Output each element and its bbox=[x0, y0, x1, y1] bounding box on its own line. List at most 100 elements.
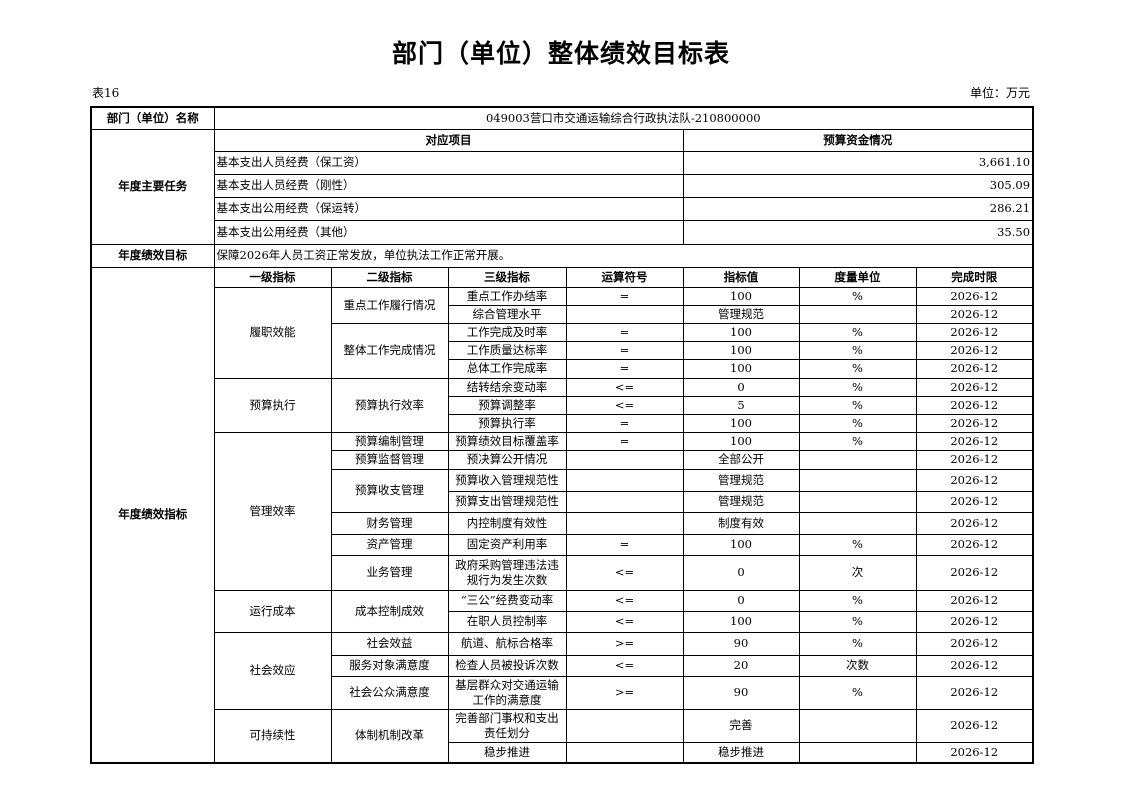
table-row: 管理效率 预算编制管理 预算绩效目标覆盖率 = 100% 2026-12 bbox=[91, 431, 1034, 591]
task-amount: 305.09 bbox=[682, 173, 1034, 198]
cell-level3: 政府采购管理违法违规行为发生次数 bbox=[447, 554, 567, 591]
cell-level3: 航道、航标合格率 bbox=[447, 631, 567, 656]
cell-deadline: 2026-12 bbox=[915, 554, 1034, 591]
cell-value: 100 bbox=[682, 340, 800, 360]
tasks-item-header: 对应项目 bbox=[213, 128, 684, 152]
cell-deadline: 2026-12 bbox=[915, 631, 1034, 656]
task-amount: 3,661.10 bbox=[682, 150, 1034, 175]
table-row: 预算收支管理 预算收入管理规范性管理规范 2026-12 bbox=[91, 468, 1034, 513]
task-item: 基本支出公用经费（保运转） bbox=[213, 196, 684, 221]
cell-value: 100 bbox=[682, 431, 800, 451]
cell-deadline: 2026-12 bbox=[915, 449, 1034, 470]
cell-level3: “三公”经费变动率 bbox=[447, 589, 567, 612]
cell-value: 100 bbox=[682, 533, 800, 556]
cell-operator: <= bbox=[565, 395, 684, 415]
cell-value: 100 bbox=[682, 322, 800, 342]
cell-level3: 在职人员控制率 bbox=[447, 610, 567, 633]
cell-level1: 运行成本 bbox=[213, 589, 332, 633]
cell-value: 100 bbox=[682, 610, 800, 633]
cell-operator: >= bbox=[565, 675, 684, 710]
dept-label: 部门（单位）名称 bbox=[90, 106, 215, 130]
table-row: 运行成本 成本控制成效 “三公”经费变动率 <= 0% 2026-12 bbox=[91, 589, 1034, 633]
task-amount: 286.21 bbox=[682, 196, 1034, 221]
cell-unit: % bbox=[798, 377, 917, 397]
cell-deadline: 2026-12 bbox=[915, 377, 1034, 397]
cell-level3: 工作完成及时率 bbox=[447, 322, 567, 342]
cell-value: 100 bbox=[682, 413, 800, 433]
cell-deadline: 2026-12 bbox=[915, 468, 1034, 492]
cell-deadline: 2026-12 bbox=[915, 358, 1034, 379]
cell-operator bbox=[565, 511, 684, 535]
cell-level3: 检查人员被投诉次数 bbox=[447, 654, 567, 677]
tasks-label: 年度主要任务 bbox=[90, 128, 215, 245]
cell-unit bbox=[798, 468, 917, 492]
cell-operator bbox=[565, 449, 684, 470]
cell-unit: % bbox=[798, 631, 917, 656]
cell-unit bbox=[798, 708, 917, 743]
cell-value: 0 bbox=[682, 589, 800, 612]
cell-level2: 预算编制管理 bbox=[330, 431, 449, 451]
cell-value: 管理规范 bbox=[682, 490, 800, 513]
goal-label: 年度绩效目标 bbox=[90, 243, 215, 268]
cell-level3: 重点工作办结率 bbox=[447, 286, 567, 306]
cell-unit: % bbox=[798, 610, 917, 633]
cell-operator: <= bbox=[565, 554, 684, 591]
cell-operator: = bbox=[565, 322, 684, 342]
cell-level3: 预算执行率 bbox=[447, 413, 567, 433]
cell-operator bbox=[565, 304, 684, 324]
unit-label: 单位：万元 bbox=[969, 86, 1030, 100]
goal-value: 保障2026年人员工资正常发放，单位执法工作正常开展。 bbox=[213, 243, 1034, 268]
cell-value: 稳步推进 bbox=[682, 741, 800, 764]
cell-unit: % bbox=[798, 395, 917, 415]
cell-level2: 社会公众满意度 bbox=[330, 675, 449, 710]
cell-value: 完善 bbox=[682, 708, 800, 743]
cell-level3: 预算收入管理规范性 bbox=[447, 468, 567, 492]
cell-level2: 预算收支管理 bbox=[330, 468, 449, 513]
table-row: 可持续性 体制机制改革 完善部门事权和支出责任划分 完善 2026-12 bbox=[91, 708, 1034, 764]
cell-operator: <= bbox=[565, 654, 684, 677]
header-level1: 一级指标 bbox=[213, 266, 332, 288]
cell-level3: 预算支出管理规范性 bbox=[447, 490, 567, 513]
cell-deadline: 2026-12 bbox=[915, 511, 1034, 535]
cell-unit: % bbox=[798, 322, 917, 342]
table-row: 综合管理水平 管理规范 2026-12 bbox=[91, 304, 1034, 324]
cell-deadline: 2026-12 bbox=[915, 533, 1034, 556]
cell-operator bbox=[565, 468, 684, 492]
table-row: 预算执行率 = 100% 2026-12 bbox=[91, 413, 1034, 433]
cell-deadline: 2026-12 bbox=[915, 431, 1034, 451]
dept-value: 049003营口市交通运输综合行政执法队-210800000 bbox=[213, 106, 1034, 130]
cell-level1: 社会效应 bbox=[213, 631, 332, 710]
cell-deadline: 2026-12 bbox=[915, 741, 1034, 764]
cell-level3: 内控制度有效性 bbox=[447, 511, 567, 535]
cell-deadline: 2026-12 bbox=[915, 340, 1034, 360]
cell-value: 制度有效 bbox=[682, 511, 800, 535]
cell-level3: 预算调整率 bbox=[447, 395, 567, 415]
cell-unit: % bbox=[798, 413, 917, 433]
cell-operator: = bbox=[565, 533, 684, 556]
cell-value: 90 bbox=[682, 631, 800, 656]
cell-unit: % bbox=[798, 533, 917, 556]
cell-level3: 完善部门事权和支出责任划分 bbox=[447, 708, 567, 743]
cell-deadline: 2026-12 bbox=[915, 286, 1034, 306]
table-row: 社会效应 社会效益 航道、航标合格率 >= 90% 2026-12 bbox=[91, 631, 1034, 710]
cell-level2: 服务对象满意度 bbox=[330, 654, 449, 677]
cell-value: 20 bbox=[682, 654, 800, 677]
table-row: 整体工作完成情况 工作完成及时率 = 100% 2026-12 bbox=[91, 322, 1034, 379]
table-row: 社会公众满意度 基层群众对交通运输工作的满意度 >= 90% 2026-12 bbox=[91, 675, 1034, 710]
cell-unit bbox=[798, 741, 917, 764]
cell-operator: = bbox=[565, 413, 684, 433]
cell-operator bbox=[565, 490, 684, 513]
cell-unit: 次 bbox=[798, 554, 917, 591]
task-item: 基本支出人员经费（刚性） bbox=[213, 173, 684, 198]
cell-value: 90 bbox=[682, 675, 800, 710]
cell-unit bbox=[798, 304, 917, 324]
cell-unit: % bbox=[798, 589, 917, 612]
cell-level3: 预决算公开情况 bbox=[447, 449, 567, 470]
cell-level3: 稳步推进 bbox=[447, 741, 567, 764]
cell-level3: 预算绩效目标覆盖率 bbox=[447, 431, 567, 451]
cell-level3: 综合管理水平 bbox=[447, 304, 567, 324]
cell-unit bbox=[798, 490, 917, 513]
task-amount: 35.50 bbox=[682, 219, 1034, 245]
header-level2: 二级指标 bbox=[330, 266, 449, 288]
cell-level1: 预算执行 bbox=[213, 377, 332, 433]
